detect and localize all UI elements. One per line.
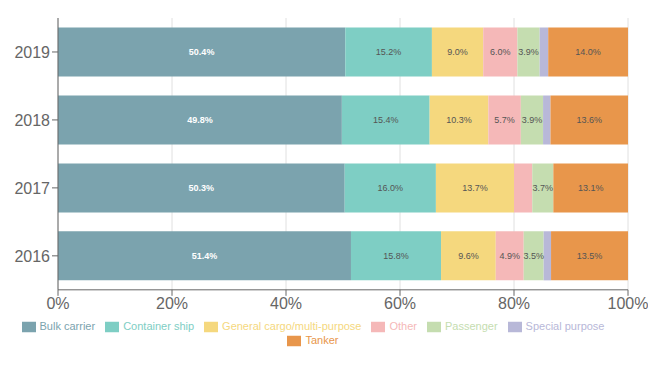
svg-text:60%: 60%: [384, 295, 416, 312]
html-text:Passenger: Passenger: [445, 319, 498, 332]
html-text:Other: Other: [389, 319, 417, 332]
svg-text:40%: 40%: [270, 295, 302, 312]
svg-text:15.4%: 15.4%: [373, 115, 399, 125]
svg-text:0%: 0%: [46, 295, 69, 312]
svg-text:6.0%: 6.0%: [490, 47, 511, 57]
svg-text:10.3%: 10.3%: [446, 115, 472, 125]
svg-text:50.4%: 50.4%: [189, 47, 215, 57]
svg-text:14.0%: 14.0%: [575, 47, 601, 57]
svg-text:50.3%: 50.3%: [189, 183, 215, 193]
svg-text:13.5%: 13.5%: [577, 251, 603, 261]
svg-text:49.8%: 49.8%: [187, 115, 213, 125]
svg-text:2017: 2017: [14, 180, 50, 197]
svg-text:5.7%: 5.7%: [494, 115, 515, 125]
svg-text:13.6%: 13.6%: [576, 115, 602, 125]
html-text:Tanker: Tanker: [305, 333, 339, 346]
svg-text:2019: 2019: [14, 44, 50, 61]
svg-text:80%: 80%: [498, 295, 530, 312]
svg-text:16.0%: 16.0%: [378, 183, 404, 193]
html-text:Bulk carrier: Bulk carrier: [39, 319, 96, 332]
svg-text:4.9%: 4.9%: [499, 251, 520, 261]
svg-text:2016: 2016: [14, 248, 50, 265]
svg-text:51.4%: 51.4%: [192, 251, 218, 261]
svg-text:15.8%: 15.8%: [383, 251, 409, 261]
svg-text:9.6%: 9.6%: [458, 251, 479, 261]
svg-text:100%: 100%: [608, 295, 648, 312]
html-text:Special purpose: Special purpose: [525, 319, 605, 332]
svg-text:3.9%: 3.9%: [518, 47, 539, 57]
svg-text:3.5%: 3.5%: [523, 251, 544, 261]
svg-text:13.1%: 13.1%: [578, 183, 604, 193]
html-text:Container ship: Container ship: [123, 319, 195, 332]
svg-text:3.9%: 3.9%: [522, 115, 543, 125]
svg-text:9.0%: 9.0%: [447, 47, 468, 57]
svg-text:2018: 2018: [14, 112, 50, 129]
svg-text:13.7%: 13.7%: [462, 183, 488, 193]
svg-text:3.7%: 3.7%: [533, 183, 554, 193]
html-text:General cargo/multi-purpose: General cargo/multi-purpose: [222, 319, 362, 332]
svg-text:15.2%: 15.2%: [376, 47, 402, 57]
svg-text:20%: 20%: [156, 295, 188, 312]
